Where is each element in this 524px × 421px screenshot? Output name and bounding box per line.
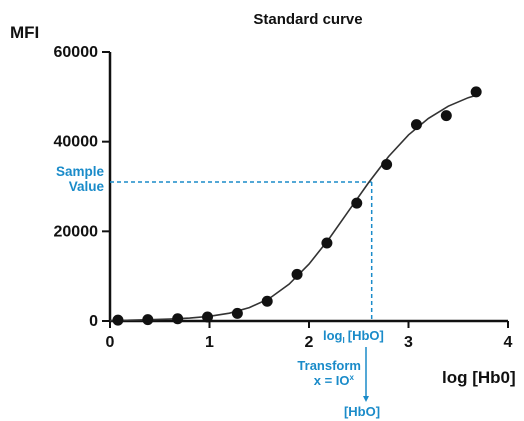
data-point bbox=[231, 307, 243, 319]
axes: 0 1 2 3 4 0 20000 40000 60000 bbox=[54, 44, 513, 351]
sample-value-label-1: Sample bbox=[56, 164, 105, 179]
data-point bbox=[381, 159, 393, 171]
data-point bbox=[112, 314, 124, 326]
fit-line bbox=[109, 93, 479, 322]
data-point bbox=[440, 110, 452, 122]
data-point bbox=[142, 314, 154, 326]
transform-formula: x = IOx bbox=[314, 373, 355, 388]
data-point bbox=[470, 86, 482, 98]
x-tick-label: 2 bbox=[305, 334, 314, 351]
x-tick-label: 3 bbox=[404, 334, 413, 351]
data-point bbox=[172, 313, 184, 325]
log-hbo-label: logI [HbO] bbox=[323, 328, 384, 345]
x-tick-label: 1 bbox=[205, 334, 214, 351]
data-point bbox=[261, 295, 273, 307]
data-point bbox=[291, 268, 303, 280]
y-axis-label: MFI bbox=[10, 23, 39, 42]
fitted-curve bbox=[109, 93, 479, 322]
y-tick-label: 60000 bbox=[54, 44, 99, 61]
data-points bbox=[112, 86, 482, 326]
data-point bbox=[410, 119, 422, 131]
result-hbo-label: [HbO] bbox=[344, 404, 380, 419]
sample-guides bbox=[110, 181, 373, 321]
y-tick-label: 0 bbox=[89, 313, 98, 330]
data-point bbox=[321, 237, 333, 249]
data-point bbox=[202, 311, 214, 323]
y-tick-label: 20000 bbox=[54, 223, 99, 240]
x-axis-label: log [Hb0] bbox=[442, 368, 516, 387]
chart-title: Standard curve bbox=[253, 11, 362, 28]
transform-label: Transform bbox=[297, 358, 361, 373]
sample-value-label-2: Value bbox=[69, 179, 105, 194]
x-tick-label: 0 bbox=[106, 334, 115, 351]
transform-arrow-head bbox=[363, 396, 369, 402]
data-point bbox=[351, 197, 363, 209]
y-tick-label: 40000 bbox=[54, 134, 99, 151]
x-tick-label: 4 bbox=[504, 334, 513, 351]
